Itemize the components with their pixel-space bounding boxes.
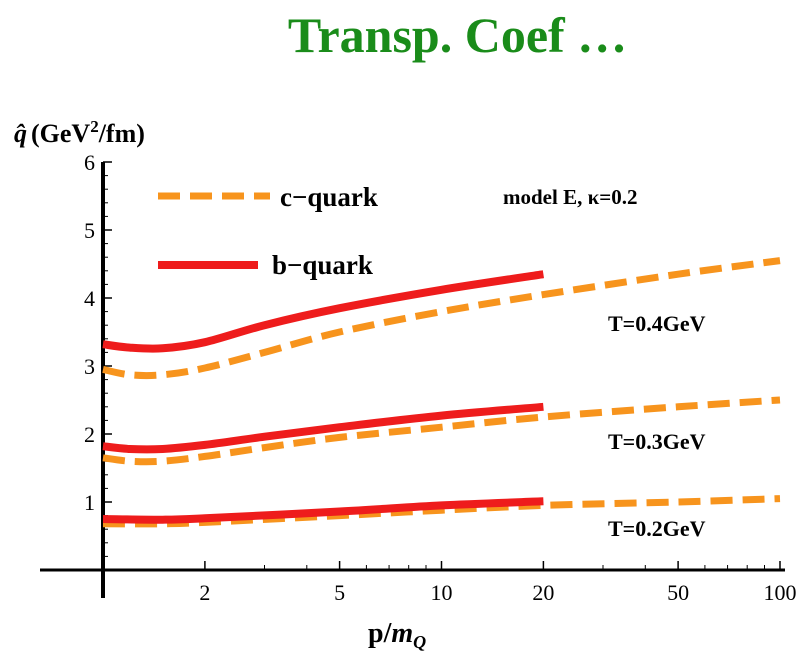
y-tick-label: 5 [84, 218, 95, 243]
legend-label-b-quark: b−quark [272, 250, 373, 280]
y-tick-label: 4 [84, 286, 95, 311]
x-tick-label: 2 [199, 580, 210, 605]
series-line-b-quark-t02 [102, 497, 544, 524]
series-line-b-quark-t04 [102, 270, 545, 353]
x-axis-label: p/mQ [368, 618, 426, 651]
curve-label-t02: T=0.2GeV [608, 516, 706, 541]
y-tick-label: 1 [84, 490, 95, 515]
legend-label-c-quark: c−quark [280, 182, 378, 212]
page-title: Transp. Coef … [287, 7, 628, 63]
y-tick-label: 2 [84, 422, 95, 447]
x-tick-label: 10 [431, 580, 453, 605]
series-line-c-quark-t02 [102, 495, 781, 528]
curve-label-t04: T=0.4GeV [608, 311, 706, 336]
model-annotation: model E, κ=0.2 [503, 185, 637, 209]
y-axis-label: q̂ (GeV2/fm) [14, 117, 145, 148]
y-tick-label: 6 [84, 150, 95, 175]
series-line-c-quark-t04 [102, 257, 781, 380]
series-line-b-quark-t03 [102, 402, 544, 454]
series-line-c-quark-t03 [102, 396, 781, 466]
x-tick-label: 100 [764, 580, 797, 605]
x-tick-label: 20 [532, 580, 554, 605]
curve-label-t03: T=0.3GeV [608, 429, 706, 454]
x-tick-label: 5 [334, 580, 345, 605]
y-tick-label: 3 [84, 354, 95, 379]
x-tick-label: 50 [667, 580, 689, 605]
